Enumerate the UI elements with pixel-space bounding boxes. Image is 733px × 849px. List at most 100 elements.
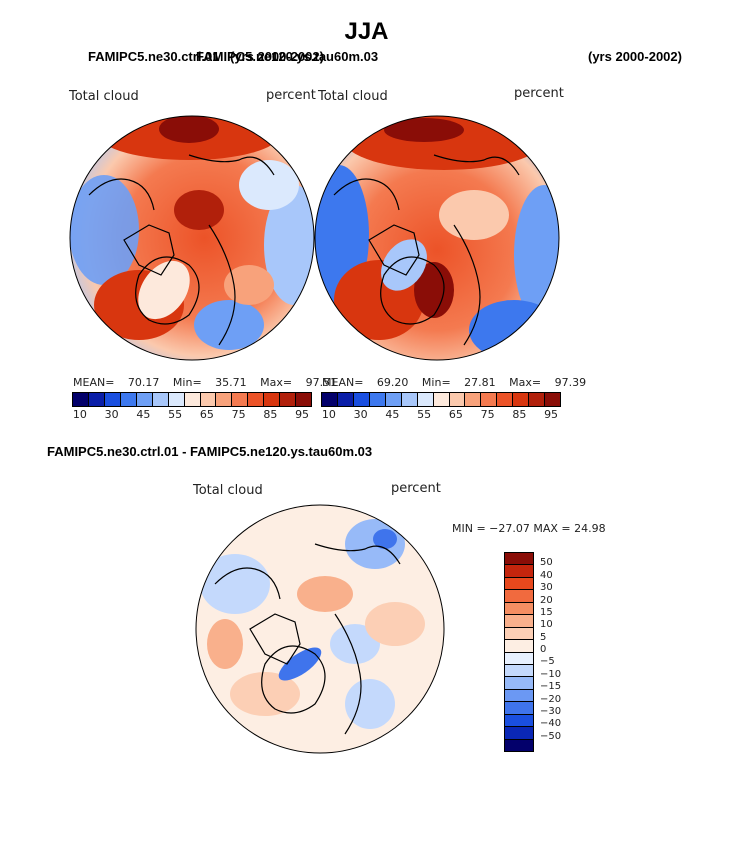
diff-colorbar-bin [505,565,533,578]
diff-map-coastline [261,645,326,714]
right-colorbar-bin [545,393,561,406]
left-map-coastline [88,178,155,211]
right-colorbar-bin [417,393,434,406]
right-colorbar-bin [369,393,386,406]
diff-colorbar-tick-label: 30 [540,582,553,594]
diff-polar-map [195,504,445,754]
diff-title: FAMIPC5.ne30.ctrl.01 - FAMIPC5.ne120.ys.… [47,444,373,459]
left-map-coastline [208,224,236,346]
diff-colorbar-bin [505,714,533,728]
left-map-border [69,115,315,361]
right-field-label: Total cloud [318,89,388,104]
diff-map-coastline [249,613,301,665]
diff-map-coastline [314,543,401,565]
diff-map-field-patch [330,624,380,664]
left-colorbar-bin [264,393,281,406]
diff-colorbar-bin [505,627,533,641]
right-colorbar-bin [497,393,514,406]
right-mean-value: 69.20 [376,376,409,389]
right-max-value: 97.39 [554,376,587,389]
diff-map-coastline [334,613,362,735]
left-min-label: Min= [172,376,202,389]
right-years-label: (yrs 2000-2002) [588,49,682,64]
right-map-coastline [453,224,481,346]
left-colorbar-bin [136,393,153,406]
right-map-field-patch [384,118,464,142]
left-map-coastline [188,154,275,176]
diff-map-field-patch [200,554,270,614]
diff-colorbar-bin [505,590,533,603]
diff-colorbar-tick-label: 50 [540,557,553,569]
left-colorbar-tick-label: 30 [104,408,119,421]
right-map-field-patch [381,239,427,291]
right-colorbar-tick-label: 75 [480,408,495,421]
diff-colorbar-bin [505,652,533,665]
left-colorbar-bin [120,393,137,406]
left-map-coastline [135,256,200,325]
left-colorbar-bin [184,393,201,406]
right-min-label: Min= [421,376,451,389]
right-max-label: Max= [509,376,542,389]
right-min-value: 27.81 [464,376,496,389]
right-colorbar-bin [433,393,450,406]
diff-colorbar-bin [505,727,533,740]
right-colorbar-bin [449,393,466,406]
left-min-value: 35.71 [215,376,247,389]
diff-map-coastline [214,567,281,600]
left-colorbar-bin [152,393,169,406]
diff-colorbar-tick-label: −30 [540,705,562,717]
left-colorbar-tick-label: 95 [295,408,310,421]
right-colorbar-tick-label: 55 [417,408,432,421]
diff-colorbar-tick-label: 15 [540,606,553,618]
left-colorbar-tick-label: 85 [263,408,278,421]
left-map-field-patch [138,260,190,320]
main-title: JJA [344,18,389,45]
diff-units-label: percent [391,481,441,496]
diff-map-field-patch [297,576,353,612]
diff-colorbar-tick-label: 0 [540,644,547,655]
right-colorbar-bin [337,393,354,406]
diff-colorbar-bin [505,615,533,628]
left-colorbar-bin [232,393,249,406]
left-stats: MEAN= 70.17 Min= 35.71 Max= 97.51 [73,376,337,389]
right-colorbar-bin [322,393,338,406]
diff-map-field-patch [278,647,322,681]
diff-field-label: Total cloud [193,483,263,498]
left-colorbar-bin [216,393,233,406]
diff-colorbar-bin [505,739,533,751]
right-mean-label: MEAN= [322,376,364,389]
diff-colorbar-tick-label: 10 [540,619,553,631]
right-stats: MEAN= 69.20 Min= 27.81 Max= 97.39 [322,376,586,389]
left-colorbar-tick-label: 10 [72,408,87,421]
diff-map-field-patch [207,619,243,669]
left-polar-map [69,115,315,361]
left-colorbar-tick-label: 45 [136,408,151,421]
left-map-field-patch [159,116,219,143]
left-map-field-patch [174,190,224,230]
right-polar-map [314,115,560,361]
right-colorbar-bin [481,393,498,406]
left-colorbar-bin [280,393,297,406]
left-colorbar [72,392,312,407]
left-map-field-patch [239,160,299,210]
diff-colorbar-bin [505,602,533,616]
right-map-field-patch [514,185,559,325]
diff-minmax: MIN = −27.07 MAX = 24.98 [452,522,606,535]
left-map-field-patch [224,265,274,305]
diff-colorbar-bin [505,689,533,703]
left-colorbar-bin [88,393,105,406]
diff-map-field-patch [365,602,425,646]
left-mean-value: 70.17 [127,376,160,389]
right-colorbar-bin [513,393,530,406]
right-colorbar-bin [385,393,402,406]
right-colorbar-bin [529,393,546,406]
diff-map-field-patch [345,679,395,729]
right-colorbar-tick-label: 65 [448,408,463,421]
left-colorbar-bin [104,393,121,406]
left-field-label: Total cloud [69,89,139,104]
right-colorbar-tick-label: 85 [512,408,527,421]
right-map-coastline [333,178,400,211]
right-map-coastline [380,256,445,325]
right-colorbar-tick-label: 45 [385,408,400,421]
diff-map-field-patch [230,672,300,716]
